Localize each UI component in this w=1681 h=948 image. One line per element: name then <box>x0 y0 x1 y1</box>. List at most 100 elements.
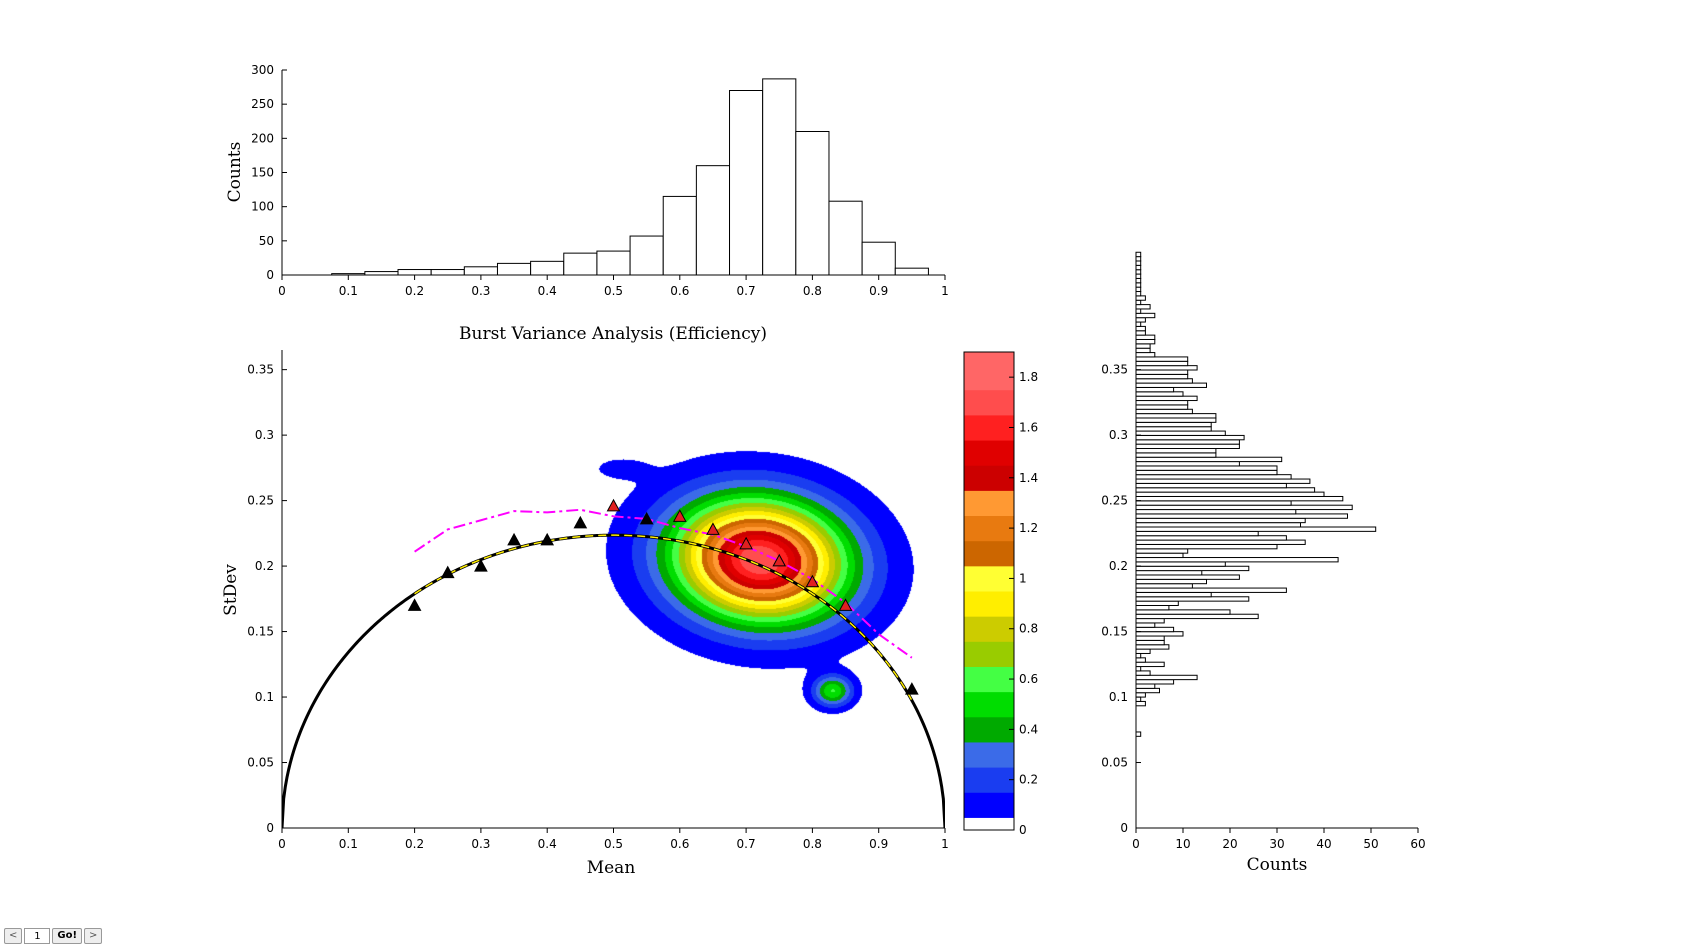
side-y-tick-label: 0.25 <box>1101 494 1128 508</box>
red-triangle-marker <box>606 498 621 512</box>
main-y-tick-label: 0.1 <box>255 690 274 704</box>
side-histogram-bar <box>1135 522 1301 528</box>
side-histogram-bar <box>1135 666 1142 672</box>
side-histogram-bar <box>1135 356 1189 362</box>
top-histogram: 0 0.1 0.2 0.3 0.4 0.5 0.6 0.7 0.8 0.9 1 0 50 100 150 2… <box>225 63 949 344</box>
main-x-ticks: 0 0.1 0.2 0.3 0.4 0.5 0.6 0.7 0.8 0.9 1 <box>278 828 949 851</box>
side-histogram-bar <box>1135 552 1184 559</box>
side-histogram-bar <box>1135 639 1165 646</box>
colorbar-tick-label: 0.6 <box>1019 672 1038 686</box>
side-histogram-bar <box>1135 591 1212 598</box>
side-histogram-bar <box>1135 622 1156 628</box>
main-plot: 0 0.1 0.2 0.3 0.4 0.5 0.6 0.7 0.8 0.9 1 0 0.05 0.1 0.… <box>221 350 949 878</box>
side-histogram-bar <box>1135 587 1287 593</box>
main-x-tick-label: 0.1 <box>339 837 358 851</box>
side-histogram-bar <box>1135 548 1189 554</box>
side-histogram-bar <box>1135 700 1146 707</box>
side-x-tick-label: 30 <box>1269 837 1284 851</box>
go-button[interactable]: Go! <box>52 928 83 944</box>
side-histogram-bar <box>1135 321 1142 327</box>
page-number-input[interactable] <box>24 928 51 944</box>
side-histogram-bar <box>1135 404 1189 410</box>
top-histogram-bar <box>695 165 731 276</box>
top-histogram-bar <box>861 241 896 276</box>
side-histogram-bar <box>1135 543 1278 550</box>
side-histogram-bar <box>1135 657 1146 663</box>
colorbar-tick-label: 1.6 <box>1019 420 1038 434</box>
top-x-tick-label: 0.7 <box>737 284 756 298</box>
red-triangle-marker <box>772 553 787 567</box>
side-histogram-bar <box>1135 683 1156 689</box>
side-histogram-bar <box>1135 286 1142 293</box>
side-histogram-bar <box>1135 365 1198 371</box>
side-histogram-bar <box>1135 343 1151 349</box>
main-y-tick-label: 0.3 <box>255 428 274 442</box>
side-histogram-bar <box>1135 400 1189 406</box>
top-histogram-bar <box>795 131 830 276</box>
side-histogram-bar <box>1135 426 1212 432</box>
pager: < Go! > <box>4 928 103 944</box>
side-histogram-bar <box>1135 251 1142 258</box>
side-histogram-bar <box>1135 578 1207 585</box>
top-x-tick-label: 0.8 <box>803 284 822 298</box>
top-histogram-bar <box>563 252 598 276</box>
colorbar-band <box>964 540 1014 567</box>
side-histogram-bar <box>1135 452 1217 458</box>
side-histogram-bar <box>1135 347 1151 354</box>
top-histogram-bar <box>828 200 863 276</box>
top-x-tick-label: 0.5 <box>604 284 623 298</box>
side-histogram-bar <box>1135 312 1156 319</box>
top-y-tick-label: 250 <box>251 97 274 111</box>
side-histogram-bar <box>1135 369 1189 375</box>
side-histogram-bar <box>1135 535 1287 541</box>
side-histogram-bar <box>1135 613 1259 620</box>
top-histogram-bars <box>331 78 929 276</box>
colorbar-band <box>964 666 1014 693</box>
side-histogram-bar <box>1135 461 1240 467</box>
side-x-ticks: 0 10 20 30 40 50 60 <box>1132 828 1426 851</box>
side-histogram-bar <box>1135 565 1250 572</box>
top-histogram-bar <box>762 78 797 276</box>
top-histogram-bar <box>463 266 498 276</box>
colorbar-band <box>964 691 1014 718</box>
main-x-tick-label: 0.2 <box>405 837 424 851</box>
top-x-tick-label: 0 <box>278 284 286 298</box>
side-histogram-bar <box>1135 583 1193 589</box>
side-y-tick-label: 0.05 <box>1101 756 1128 770</box>
next-page-button[interactable]: > <box>84 928 103 944</box>
side-histogram: 0 10 20 30 40 50 60 0 0.05 0.1 0.15 0.2 0.25 0.3 0.35… <box>1101 251 1426 875</box>
main-x-tick-label: 0 <box>278 837 286 851</box>
main-x-tick-label: 0.9 <box>869 837 888 851</box>
colorbar-band <box>964 817 1014 831</box>
main-y-label: StDev <box>221 564 241 616</box>
side-histogram-bar <box>1135 626 1175 633</box>
side-x-tick-label: 20 <box>1222 837 1237 851</box>
side-histogram-bar <box>1135 648 1151 654</box>
top-y-ticks: 0 50 100 150 200 250 300 <box>251 63 287 282</box>
prev-page-button[interactable]: < <box>4 928 23 944</box>
side-histogram-bar <box>1135 661 1165 668</box>
colorbar-tick-label: 1 <box>1019 571 1027 585</box>
side-histogram-bar <box>1135 670 1151 676</box>
main-y-tick-label: 0.25 <box>247 494 274 508</box>
main-y-tick-label: 0.35 <box>247 363 274 377</box>
side-y-tick-label: 0.2 <box>1109 559 1128 573</box>
top-histogram-bar <box>629 235 664 276</box>
colorbar-tick-label: 1.2 <box>1019 521 1038 535</box>
side-histogram-bar <box>1135 264 1142 271</box>
side-histogram-bar <box>1135 635 1165 641</box>
side-histogram-bar <box>1135 596 1250 602</box>
top-x-ticks: 0 0.1 0.2 0.3 0.4 0.5 0.6 0.7 0.8 0.9 1 <box>278 275 949 298</box>
side-y-tick-label: 0.35 <box>1101 363 1128 377</box>
side-y-tick-label: 0 <box>1120 821 1128 835</box>
top-y-tick-label: 200 <box>251 131 274 145</box>
side-histogram-bar <box>1135 517 1306 524</box>
top-x-tick-label: 0.6 <box>670 284 689 298</box>
side-x-tick-label: 40 <box>1316 837 1331 851</box>
black-triangle-marker <box>507 532 521 546</box>
side-histogram-bar <box>1135 456 1283 463</box>
side-histogram-bar <box>1135 299 1142 306</box>
main-y-ticks: 0 0.05 0.1 0.15 0.2 0.25 0.3 0.35 <box>247 363 287 835</box>
side-histogram-bar <box>1135 474 1292 480</box>
